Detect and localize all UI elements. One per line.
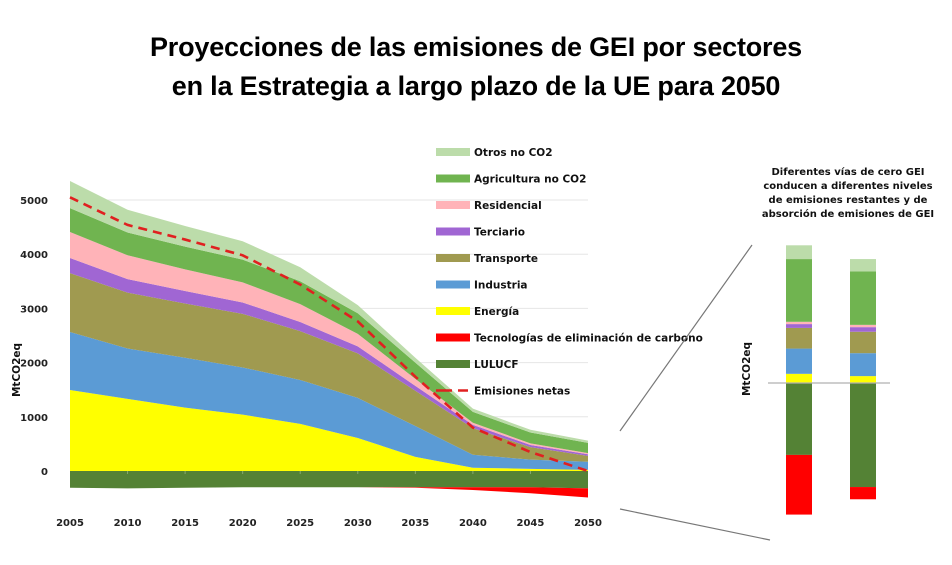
y-axis-label: MtCO2eq	[11, 343, 23, 397]
legend-item: LULUCF	[436, 359, 519, 371]
side-chart-title-line: de emisiones restantes y de	[769, 195, 928, 206]
line-emisiones-netas	[69, 196, 589, 473]
bar-segment-tecnolog-as-de-eliminaci-n-de-carbono	[850, 487, 876, 500]
bar-segment-terciario	[850, 327, 876, 332]
legend-swatch	[436, 307, 470, 315]
legend-item: Industria	[436, 280, 528, 292]
connector-line	[619, 244, 753, 432]
net-emissions-line	[69, 196, 589, 473]
connector-line	[619, 508, 771, 541]
legend-swatch	[436, 280, 470, 289]
side-chart-title-line: Diferentes vías de cero GEI	[772, 166, 925, 178]
side-chart-title-line: conducen a diferentes niveles	[763, 181, 932, 192]
legend-label: Transporte	[474, 253, 538, 265]
legend-label: Terciario	[474, 227, 525, 239]
area-terciario	[70, 257, 588, 456]
legend-item: Emisiones netas	[436, 386, 570, 398]
x-tick-label: 2045	[517, 518, 545, 529]
y-tick-label: 4000	[20, 250, 48, 261]
x-tick-label: 2040	[459, 518, 487, 529]
x-tick-label: 2005	[56, 518, 84, 529]
title-line-1: Proyecciones de las emisiones de GEI por…	[150, 32, 802, 62]
bar-segment-terciario	[786, 324, 812, 328]
x-tick-label: 2015	[171, 518, 199, 529]
area-lulucf	[70, 471, 588, 489]
x-tick-label: 2035	[401, 518, 429, 529]
x-tick-label: 2010	[114, 518, 142, 529]
legend-swatch	[436, 227, 470, 236]
area-industria	[70, 331, 588, 470]
side-chart-title-line: absorción de emisiones de GEI	[762, 208, 934, 220]
area-agricultura-no-co2	[70, 208, 588, 454]
area-energ-a	[70, 389, 588, 471]
legend-label: Residencial	[474, 200, 542, 212]
bar-segment-transporte	[786, 327, 812, 349]
bar-segment-residencial	[850, 324, 876, 328]
y-tick-label: 1000	[20, 413, 48, 424]
legend-label: LULUCF	[474, 359, 519, 371]
legend-item: Residencial	[436, 200, 542, 212]
bar-segment-transporte	[850, 331, 876, 354]
stacked-areas	[70, 181, 588, 498]
bar-segment-residencial	[786, 321, 812, 325]
legend-item: Tecnologías de eliminación de carbono	[436, 333, 703, 345]
legend: Otros no CO2 Agricultura no CO2 Residencia…	[436, 147, 703, 398]
bar-segment-lulucf	[850, 383, 876, 488]
bar-segment-tecnolog-as-de-eliminaci-n-de-carbono	[786, 454, 812, 515]
legend-label: Agricultura no CO2	[474, 174, 586, 186]
legend-swatch	[436, 174, 470, 183]
y-tick-label: 5000	[20, 196, 48, 207]
area-transporte	[70, 273, 588, 462]
bar-segment-agricultura-no-co2	[850, 271, 876, 325]
legend-label: Otros no CO2	[474, 147, 553, 159]
side-bar	[786, 245, 812, 515]
side-y-axis-label: MtCO2eq	[741, 342, 753, 396]
zoom-connectors	[619, 244, 771, 541]
title-line-2: en la Estrategia a largo plazo de la UE …	[171, 71, 781, 101]
x-tick-label: 2025	[286, 518, 314, 529]
side-bar	[850, 259, 876, 500]
legend-item: Energía	[436, 306, 519, 318]
y-tick-label: 0	[41, 467, 48, 478]
legend-label: Emisiones netas	[474, 386, 570, 398]
legend-item: Agricultura no CO2	[436, 174, 586, 186]
y-tick-label: 3000	[20, 304, 48, 315]
y-tick-label: 2000	[20, 359, 48, 370]
bar-segment-agricultura-no-co2	[786, 259, 812, 322]
bar-segment-otros-no-co2	[786, 245, 812, 260]
legend-swatch	[436, 254, 470, 262]
area-otros-no-co2	[70, 181, 588, 443]
bar-segment-otros-no-co2	[850, 259, 876, 272]
x-tick-label: 2030	[344, 518, 372, 529]
area-residencial	[70, 231, 588, 455]
legend-swatch	[436, 360, 470, 368]
legend-item: Terciario	[436, 227, 525, 239]
legend-item: Transporte	[436, 253, 538, 265]
bar-segment-industria	[786, 348, 812, 374]
legend-item: Otros no CO2	[436, 147, 553, 159]
x-axis-ticks: 2005 2010 2015 2020 2025 2030 2035 2040 2045 2050	[56, 518, 602, 529]
x-tick-label: 2020	[229, 518, 257, 529]
area-tecnolog-as-de-eliminaci-n-de-carbono	[70, 487, 588, 498]
bar-segment-energ-a	[850, 376, 876, 383]
y-axis-ticks: 0 1000 2000 3000 4000 5000	[20, 196, 48, 478]
side-bar-chart: Diferentes vías de cero GEI conducen a di…	[741, 166, 934, 515]
legend-label: Energía	[474, 306, 519, 318]
legend-label: Tecnologías de eliminación de carbono	[474, 333, 703, 345]
bar-segment-energ-a	[786, 373, 812, 383]
x-tick-label: 2050	[574, 518, 602, 529]
legend-swatch	[436, 148, 470, 156]
legend-label: Industria	[474, 280, 528, 292]
bar-segment-lulucf	[786, 383, 812, 455]
bar-segment-industria	[850, 353, 876, 377]
legend-swatch	[436, 201, 470, 209]
chart-title: Proyecciones de las emisiones de GEI por…	[0, 28, 952, 106]
legend-swatch	[436, 333, 470, 342]
